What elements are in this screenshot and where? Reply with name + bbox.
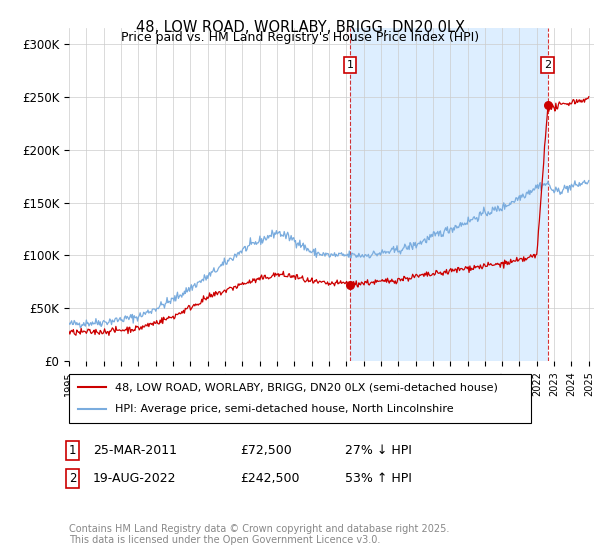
Point: [346, 280, 355, 289]
Text: 25-MAR-2011: 25-MAR-2011: [93, 444, 177, 458]
Text: 1: 1: [347, 60, 354, 70]
Text: £242,500: £242,500: [240, 472, 299, 486]
Text: 48, LOW ROAD, WORLABY, BRIGG, DN20 0LX (semi-detached house): 48, LOW ROAD, WORLABY, BRIGG, DN20 0LX (…: [115, 382, 498, 393]
Text: 48, LOW ROAD, WORLABY, BRIGG, DN20 0LX: 48, LOW ROAD, WORLABY, BRIGG, DN20 0LX: [136, 20, 464, 35]
Text: 53% ↑ HPI: 53% ↑ HPI: [345, 472, 412, 486]
Text: Price paid vs. HM Land Registry's House Price Index (HPI): Price paid vs. HM Land Registry's House …: [121, 31, 479, 44]
FancyBboxPatch shape: [69, 374, 531, 423]
Text: 2: 2: [544, 60, 551, 70]
Text: 1: 1: [69, 444, 77, 458]
Text: 2: 2: [69, 472, 77, 486]
Bar: [350, 28, 548, 361]
Text: 19-AUG-2022: 19-AUG-2022: [93, 472, 176, 486]
Point: [543, 100, 553, 109]
Text: 27% ↓ HPI: 27% ↓ HPI: [345, 444, 412, 458]
Text: £72,500: £72,500: [240, 444, 292, 458]
Text: HPI: Average price, semi-detached house, North Lincolnshire: HPI: Average price, semi-detached house,…: [115, 404, 454, 414]
Text: Contains HM Land Registry data © Crown copyright and database right 2025.
This d: Contains HM Land Registry data © Crown c…: [69, 524, 449, 545]
